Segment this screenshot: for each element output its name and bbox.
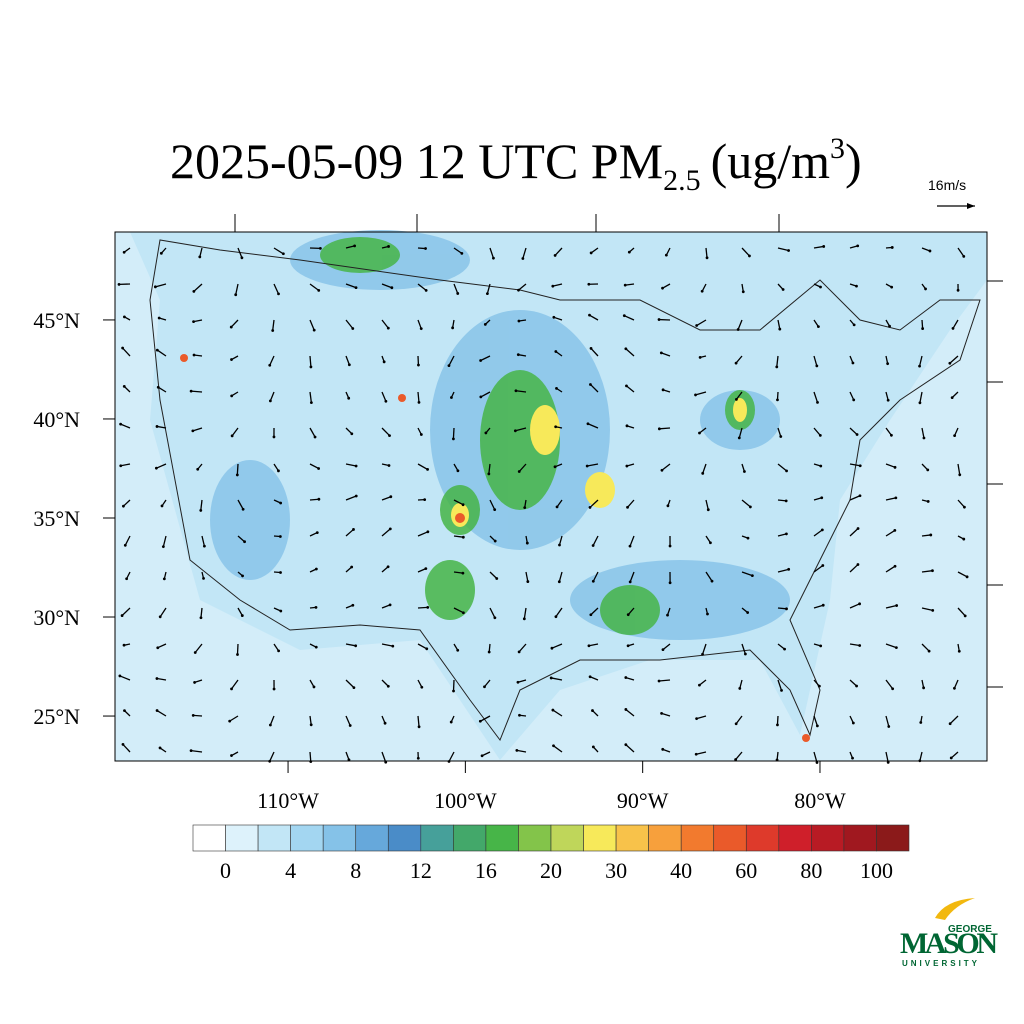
pm-field-mid (210, 230, 790, 640)
colorbar-box (583, 824, 617, 852)
pm-field-peak (451, 398, 747, 527)
ocean-shade (115, 232, 987, 761)
logo-top: GEORGE (948, 924, 992, 935)
pm-field-extreme (180, 354, 810, 742)
colorbar-box (192, 824, 226, 852)
map (103, 214, 1003, 773)
colorbar-box (225, 824, 259, 852)
colorbar-label: 80 (800, 858, 822, 883)
y-tick-label: 45°N (33, 308, 80, 333)
x-tick-label: 80°W (794, 788, 846, 813)
x-tick-label: 100°W (434, 788, 497, 813)
vector-ref-arrow (937, 203, 975, 209)
logo-name: MASON (900, 927, 998, 960)
colorbar-label: 16 (475, 858, 497, 883)
coastline (149, 239, 981, 742)
title-main: 2025-05-09 12 UTC PM (170, 133, 663, 189)
colorbar-label: 0 (220, 858, 231, 883)
colorbar-box (453, 824, 487, 852)
colorbar-box (811, 824, 845, 852)
colorbar-box (322, 824, 357, 852)
colorbar-box (713, 824, 747, 852)
map-frame (114, 231, 988, 762)
x-tick-label: 90°W (617, 788, 669, 813)
colorbar-box (518, 824, 552, 852)
y-tick-label: 25°N (33, 704, 80, 729)
colorbar-label: 12 (410, 858, 432, 883)
colorbar-label: 20 (540, 858, 562, 883)
y-tick-label: 30°N (33, 605, 80, 630)
title-sup: 3 (830, 132, 845, 165)
y-tick-label: 35°N (33, 506, 80, 531)
colorbar-label: 4 (285, 858, 296, 883)
colorbar-label: 60 (735, 858, 757, 883)
colorbar-label: 40 (670, 858, 692, 883)
colorbar-box (745, 824, 780, 852)
x-tick-label: 110°W (257, 788, 319, 813)
logo-mark (935, 898, 975, 920)
colorbar-label: 8 (350, 858, 361, 883)
colorbar-box (648, 824, 682, 852)
colorbar-box (615, 824, 649, 852)
colorbar-box (290, 824, 324, 852)
colorbar-box (355, 824, 389, 852)
logo-bottom: UNIVERSITY (902, 959, 980, 968)
colorbar-box (778, 824, 812, 852)
wind-vectors (117, 244, 969, 764)
colorbar-box (843, 824, 877, 852)
pm-field-high (320, 237, 755, 635)
frame-ticks (234, 214, 1003, 688)
logo: GEORGE MASON UNIVERSITY (900, 898, 998, 968)
colorbar-box (876, 824, 910, 852)
colorbar-box (420, 824, 454, 852)
colorbar: 0 4 8 12 16 20 30 40 60 80 100 (192, 824, 910, 883)
colorbar-box (485, 824, 519, 852)
colorbar-label: 30 (605, 858, 627, 883)
title-sub: 2.5 (663, 164, 701, 197)
colorbar-box (257, 824, 291, 852)
title-unit: (ug/m (711, 133, 831, 189)
colorbar-label: 100 (860, 858, 893, 883)
colorbar-box (387, 824, 422, 852)
title: 2025-05-09 12 UTC PM2.5 (ug/m3) (170, 132, 862, 197)
colorbar-box (680, 824, 715, 852)
colorbar-box (550, 824, 584, 852)
title-close: ) (845, 133, 862, 189)
y-tick-label: 40°N (33, 407, 80, 432)
vector-ref-label: 16m/s (928, 177, 966, 193)
